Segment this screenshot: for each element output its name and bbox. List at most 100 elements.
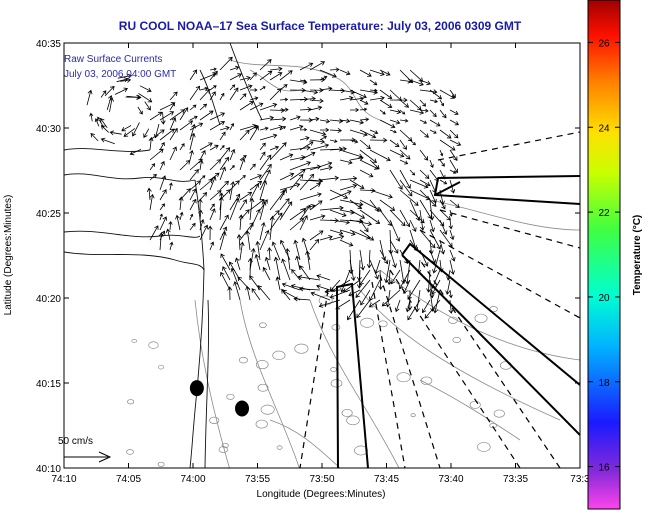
current-vector xyxy=(319,135,328,141)
current-vector xyxy=(289,115,301,121)
current-vector xyxy=(159,160,165,171)
current-vector xyxy=(359,99,369,105)
current-vector xyxy=(431,279,441,295)
current-vector xyxy=(269,145,280,151)
current-vector xyxy=(309,61,326,71)
current-vector xyxy=(229,122,235,131)
current-vector xyxy=(339,239,354,247)
contour-blob xyxy=(255,419,268,429)
current-vector xyxy=(329,234,345,241)
current-vector xyxy=(249,208,261,231)
x-tick-label: 74:00 xyxy=(180,474,205,485)
current-vector xyxy=(269,88,282,101)
current-vector xyxy=(209,159,222,171)
current-vector xyxy=(179,107,189,121)
track-dashed xyxy=(371,281,406,468)
current-vector xyxy=(138,93,153,103)
current-vector xyxy=(422,299,431,314)
current-vector xyxy=(159,203,165,211)
current-vector xyxy=(279,70,293,81)
current-vector xyxy=(366,249,372,269)
current-vector xyxy=(233,281,241,301)
current-vector xyxy=(254,253,261,271)
current-vector xyxy=(149,193,155,211)
current-vector xyxy=(319,86,333,92)
current-vector xyxy=(419,189,437,207)
current-vector xyxy=(399,209,411,228)
current-vector xyxy=(209,176,217,191)
current-vector xyxy=(419,229,436,249)
current-vector xyxy=(269,190,285,211)
current-vector xyxy=(399,118,409,123)
current-vector xyxy=(349,96,365,102)
current-vector xyxy=(220,253,231,271)
current-vector xyxy=(89,112,94,122)
current-vector xyxy=(209,91,216,101)
current-vector xyxy=(329,127,343,133)
current-vector xyxy=(439,209,451,221)
contour-blob xyxy=(255,360,269,370)
current-vector xyxy=(429,219,435,233)
x-tick-label: 74:10 xyxy=(51,474,76,485)
current-vector xyxy=(449,259,455,275)
colorbar-tick-label: 16 xyxy=(598,463,610,474)
current-vector xyxy=(144,101,151,111)
current-vector xyxy=(239,222,254,241)
current-vector xyxy=(439,99,444,107)
contour-blob xyxy=(131,338,137,343)
current-vector xyxy=(439,179,448,185)
x-tick-label: 73:55 xyxy=(245,474,270,485)
current-vector xyxy=(239,101,254,111)
current-vector xyxy=(379,119,396,129)
current-vector xyxy=(289,145,311,151)
x-axis-label: Longitude (Degrees:Minutes) xyxy=(257,489,386,500)
current-vector xyxy=(229,87,239,101)
current-vector xyxy=(148,136,154,151)
current-vector xyxy=(239,199,247,211)
current-vector xyxy=(349,219,373,227)
station-markers xyxy=(189,380,250,417)
current-vector xyxy=(379,69,391,76)
current-vector xyxy=(329,118,344,124)
current-vector xyxy=(329,219,351,225)
current-vector xyxy=(239,209,250,221)
current-vector xyxy=(399,139,407,150)
current-vector xyxy=(179,159,191,171)
current-vector xyxy=(289,124,304,131)
current-vector xyxy=(269,66,283,72)
current-vector xyxy=(359,209,381,224)
current-vector xyxy=(123,128,136,137)
y-tick-label: 40:35 xyxy=(36,39,61,50)
contour-blob xyxy=(346,415,360,426)
current-vector xyxy=(279,198,290,211)
current-vector xyxy=(94,118,100,127)
current-vector xyxy=(199,110,214,121)
current-vector xyxy=(368,299,381,308)
colorbar-tick-label: 24 xyxy=(598,123,610,134)
current-vector xyxy=(269,116,287,122)
contour-blob xyxy=(260,404,275,415)
current-vector xyxy=(349,155,364,161)
current-vector xyxy=(293,239,301,261)
current-vector xyxy=(379,199,396,211)
current-vector xyxy=(429,89,443,100)
colorbar-label: Temperature (°C) xyxy=(632,215,643,296)
current-vector xyxy=(309,161,333,171)
current-vector xyxy=(439,109,447,119)
current-vector xyxy=(259,115,275,121)
contour-blob xyxy=(294,343,309,354)
x-tick-label: 74:05 xyxy=(116,474,141,485)
current-vector xyxy=(230,267,241,291)
current-vector xyxy=(239,157,246,171)
current-vector xyxy=(359,69,372,77)
current-vector xyxy=(349,119,365,125)
track-solid xyxy=(401,254,580,436)
current-vector xyxy=(381,289,401,307)
current-vector xyxy=(309,200,323,211)
current-vector xyxy=(429,229,441,250)
current-vector xyxy=(299,215,308,231)
current-vector xyxy=(269,125,284,131)
track-solid xyxy=(437,175,580,179)
current-vector xyxy=(399,179,413,197)
current-vector xyxy=(281,282,301,291)
